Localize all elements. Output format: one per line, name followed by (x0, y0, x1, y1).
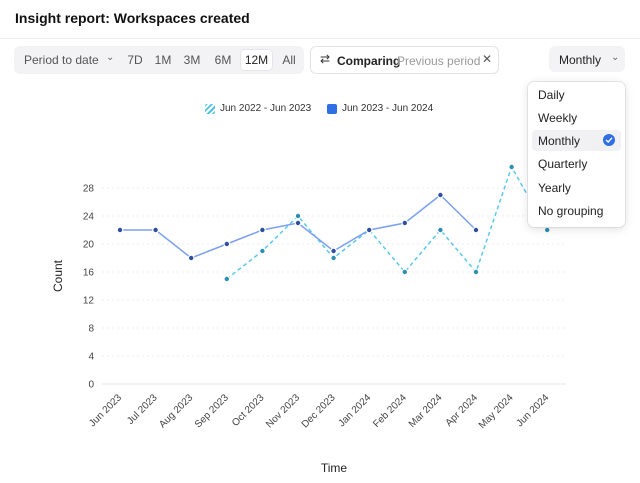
menu-item-weekly[interactable]: Weekly (532, 107, 621, 128)
current-series-point (294, 219, 302, 227)
current-series-point (437, 191, 444, 199)
y-tick-label: 4 (88, 352, 94, 363)
menu-item-yearly[interactable]: Yearly (532, 177, 621, 198)
y-tick-label: 12 (83, 296, 95, 307)
range-7d-button[interactable]: 7D (127, 53, 143, 67)
x-axis-title: Time (321, 461, 348, 475)
interval-value: Monthly (559, 53, 602, 67)
menu-item-label: Weekly (538, 111, 578, 125)
previous-series-point (330, 254, 338, 262)
y-tick-label: 28 (83, 184, 95, 195)
previous-series-point (223, 275, 231, 283)
menu-item-quarterly[interactable]: Quarterly (532, 153, 621, 174)
menu-item-label: Quarterly (538, 157, 588, 171)
page-title: Insight report: Workspaces created (15, 10, 250, 26)
y-tick-label: 20 (83, 240, 95, 251)
x-tick-label: Jul 2023 (125, 392, 160, 427)
swap-icon: ⇄ (320, 52, 331, 66)
current-series-point (365, 226, 373, 234)
x-tick-label: Apr 2024 (444, 392, 481, 429)
period-to-date-dropdown[interactable]: Period to date (24, 53, 99, 67)
menu-item-label: Daily (538, 88, 565, 102)
toolbar: Period to date ⌄ 7D 1M 3M 6M 12M All ⇄ C… (0, 46, 640, 76)
current-series-point (187, 254, 195, 262)
x-tick-label: Sep 2023 (193, 392, 231, 430)
current-series-point (401, 219, 409, 227)
x-tick-label: May 2024 (477, 392, 516, 431)
x-tick-label: Jun 2023 (87, 392, 124, 429)
interval-dropdown[interactable]: Monthly ⌄ (549, 46, 625, 72)
previous-series-line (226, 165, 548, 280)
previous-series-point (472, 268, 480, 276)
chevron-down-icon: ⌄ (611, 52, 620, 63)
range-6m-button[interactable]: 6M (214, 53, 232, 67)
range-all-button[interactable]: All (282, 53, 296, 67)
legend-label-current: Jun 2023 - Jun 2024 (342, 103, 434, 114)
y-axis-title: Count (51, 259, 65, 292)
y-tick-label: 16 (83, 268, 95, 279)
legend-swatch-previous (205, 104, 215, 114)
x-tick-label: Jun 2024 (514, 392, 551, 429)
compare-value: Previous period (397, 54, 481, 68)
previous-series-point (543, 226, 551, 234)
check-icon (603, 134, 615, 146)
x-tick-label: Jan 2024 (336, 392, 373, 429)
current-series-point (330, 247, 338, 255)
current-series-point (116, 226, 124, 234)
interval-menu: Daily Weekly Monthly Quarterly Yearly No… (528, 82, 625, 227)
close-icon[interactable]: ✕ (482, 52, 493, 66)
menu-item-label: No grouping (538, 204, 604, 218)
current-series-point (223, 240, 231, 248)
current-series-line (120, 194, 477, 259)
x-tick-label: Feb 2024 (371, 392, 409, 430)
y-tick-label: 8 (88, 324, 94, 335)
current-series-point (472, 226, 480, 234)
range-1m-button[interactable]: 1M (154, 53, 172, 67)
menu-item-label: Yearly (538, 181, 571, 195)
range-3m-button[interactable]: 3M (183, 53, 201, 67)
menu-item-monthly[interactable]: Monthly (532, 130, 621, 151)
report-header: Insight report: Workspaces created (0, 0, 640, 39)
x-tick-label: Oct 2023 (230, 392, 267, 429)
previous-series-point (508, 163, 516, 171)
current-series-point (152, 226, 160, 234)
date-range-selector: Period to date ⌄ 7D 1M 3M 6M 12M All (14, 46, 304, 74)
y-tick-label: 24 (83, 212, 95, 223)
x-tick-label: Dec 2023 (300, 392, 338, 430)
compare-label: Comparing (337, 54, 401, 68)
x-tick-label: Mar 2024 (407, 392, 445, 430)
legend-label-previous: Jun 2022 - Jun 2023 (220, 103, 312, 114)
menu-item-daily[interactable]: Daily (532, 84, 621, 105)
chevron-down-icon[interactable]: ⌄ (106, 52, 115, 63)
current-series-point (259, 226, 266, 234)
x-tick-label: Nov 2023 (264, 392, 302, 430)
menu-item-no-grouping[interactable]: No grouping (532, 200, 621, 221)
compare-chip[interactable]: ⇄ Comparing Previous period ✕ (310, 46, 499, 74)
x-tick-label: Aug 2023 (157, 392, 195, 430)
previous-series-point (294, 212, 302, 220)
previous-series-point (437, 226, 444, 234)
previous-series-point (259, 247, 266, 255)
menu-item-label: Monthly (538, 134, 581, 148)
legend-swatch-current (327, 104, 337, 114)
previous-series-point (401, 268, 409, 276)
y-tick-label: 0 (88, 380, 94, 391)
range-12m-button[interactable]: 12M (241, 50, 272, 70)
